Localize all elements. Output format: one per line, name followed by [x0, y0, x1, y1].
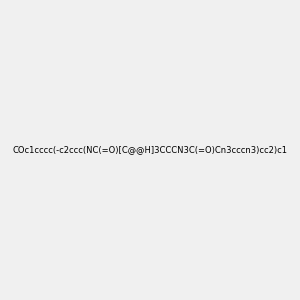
- Text: COc1cccc(-c2ccc(NC(=O)[C@@H]3CCCN3C(=O)Cn3cccn3)cc2)c1: COc1cccc(-c2ccc(NC(=O)[C@@H]3CCCN3C(=O)C…: [13, 146, 287, 154]
